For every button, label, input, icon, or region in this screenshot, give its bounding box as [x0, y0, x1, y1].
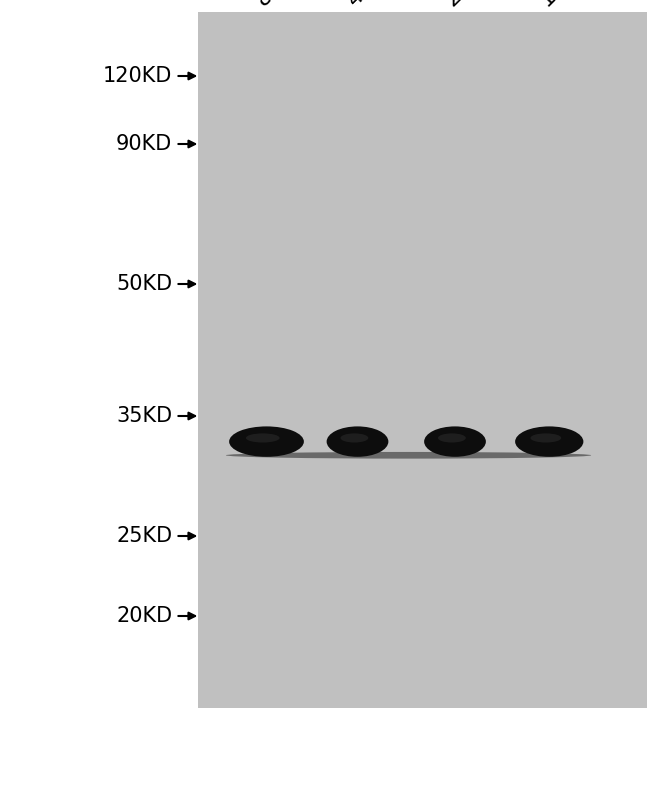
Text: 40ng: 40ng: [343, 0, 398, 10]
Text: 120KD: 120KD: [103, 66, 172, 86]
Text: 20KD: 20KD: [116, 606, 172, 626]
Text: 10ng: 10ng: [535, 0, 590, 10]
Text: 35KD: 35KD: [116, 406, 172, 426]
Ellipse shape: [229, 426, 304, 457]
Ellipse shape: [246, 434, 280, 442]
Text: 25KD: 25KD: [116, 526, 172, 546]
Ellipse shape: [438, 434, 466, 442]
Text: 50KD: 50KD: [116, 274, 172, 294]
Ellipse shape: [341, 434, 369, 442]
Text: 90KD: 90KD: [116, 134, 172, 154]
Text: 80ng: 80ng: [252, 0, 307, 10]
Ellipse shape: [515, 426, 584, 457]
Ellipse shape: [424, 426, 486, 457]
Ellipse shape: [530, 434, 561, 442]
Ellipse shape: [327, 426, 389, 457]
Ellipse shape: [226, 452, 592, 458]
Text: 20ng: 20ng: [441, 0, 495, 10]
Bar: [198, 12, 647, 708]
